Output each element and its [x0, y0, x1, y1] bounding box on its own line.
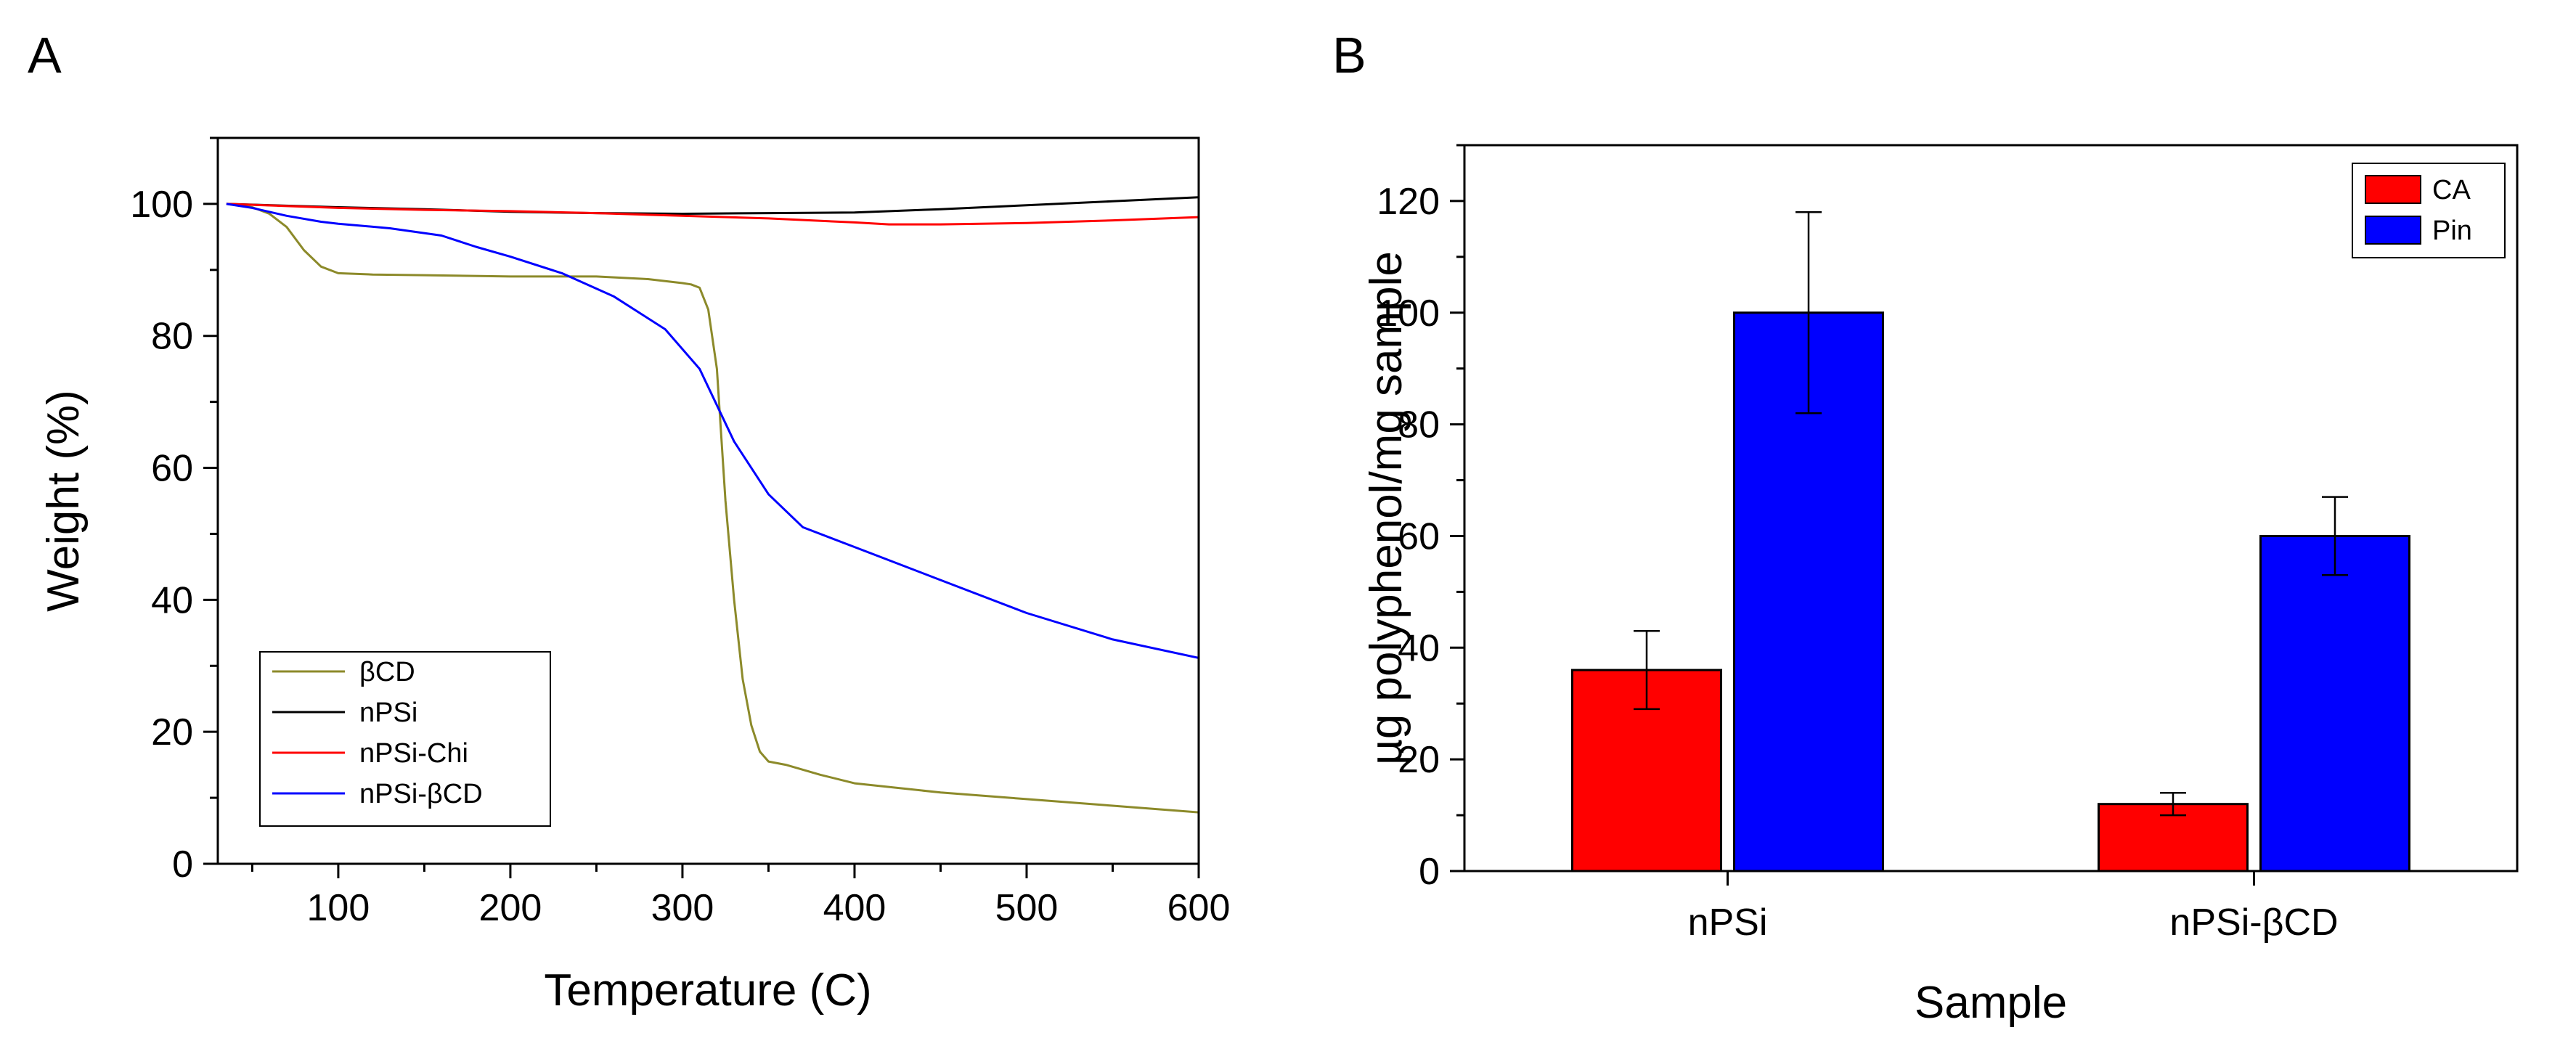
legend-label-npsi-betacd: nPSi-βCD	[359, 779, 483, 809]
panel-a-x-axis-title: Temperature (C)	[544, 965, 871, 1015]
x-tick-label: 400	[823, 887, 886, 929]
panel-a-letter: A	[28, 27, 62, 83]
y-tick-label: 100	[1377, 293, 1440, 335]
legend-swatch-ca	[2365, 175, 2421, 204]
legend-label-betacd: βCD	[359, 657, 415, 687]
x-tick-label: 600	[1167, 887, 1231, 929]
x-tick-label: 300	[651, 887, 714, 929]
y-tick-label: 20	[1398, 739, 1440, 781]
x-tick-label: 500	[995, 887, 1059, 929]
y-tick-label: 120	[1377, 181, 1440, 223]
panel-a-plot-frame	[216, 136, 1200, 865]
x-tick-label: 100	[307, 887, 370, 929]
panel-a-legend: βCD nPSi nPSi-Chi nPSi-βCD	[259, 651, 551, 827]
panel-b-y-axis-title: µg polyphenol/mg sample	[1361, 251, 1411, 765]
legend-swatch-pin	[2365, 216, 2421, 245]
legend-label-ca: CA	[2432, 175, 2471, 205]
x-tick-label: 200	[479, 887, 542, 929]
y-tick-label: 0	[172, 843, 193, 886]
y-tick-label: 60	[151, 448, 193, 490]
y-tick-label: 20	[151, 711, 193, 753]
legend-label-pin: Pin	[2432, 216, 2472, 246]
y-tick-label: 100	[130, 184, 193, 226]
y-tick-label: 60	[1398, 515, 1440, 557]
y-tick-label: 80	[151, 316, 193, 358]
y-tick-label: 0	[1419, 851, 1440, 893]
legend-label-npsi-chi: nPSi-Chi	[359, 738, 468, 769]
y-tick-label: 80	[1398, 404, 1440, 446]
x-category-label-npsi-betacd: nPSi-βCD	[2169, 902, 2338, 944]
panel-a-y-axis-title: Weight (%)	[38, 390, 89, 612]
panel-b-chart: B nPSi nPSi-βCD 0 20 40 60 80 100 120 Sample µg…	[1332, 27, 2519, 1028]
panel-b-x-axis-title: Sample	[1915, 978, 2067, 1028]
x-category-label-npsi: nPSi	[1688, 902, 1768, 944]
panel-a-legend-box	[259, 651, 551, 827]
legend-label-npsi: nPSi	[359, 698, 417, 728]
y-tick-label: 40	[1398, 627, 1440, 669]
series-line-npsi-betacd	[226, 203, 1199, 659]
y-tick-label: 40	[151, 579, 193, 621]
panel-a-chart: A 100 200 300 400 500 600 0 20 40 60 80 100 Temper…	[28, 27, 1230, 1015]
series-line-npsi	[226, 196, 1199, 215]
bar-pin-npsi-betacd	[2259, 534, 2410, 873]
series-line-betacd	[226, 203, 1199, 814]
panel-b-letter: B	[1332, 27, 1366, 83]
series-line-npsi-chi	[226, 203, 1199, 226]
panel-b-legend: CA Pin	[2352, 163, 2506, 258]
panel-b-plot-frame	[1463, 144, 2519, 873]
